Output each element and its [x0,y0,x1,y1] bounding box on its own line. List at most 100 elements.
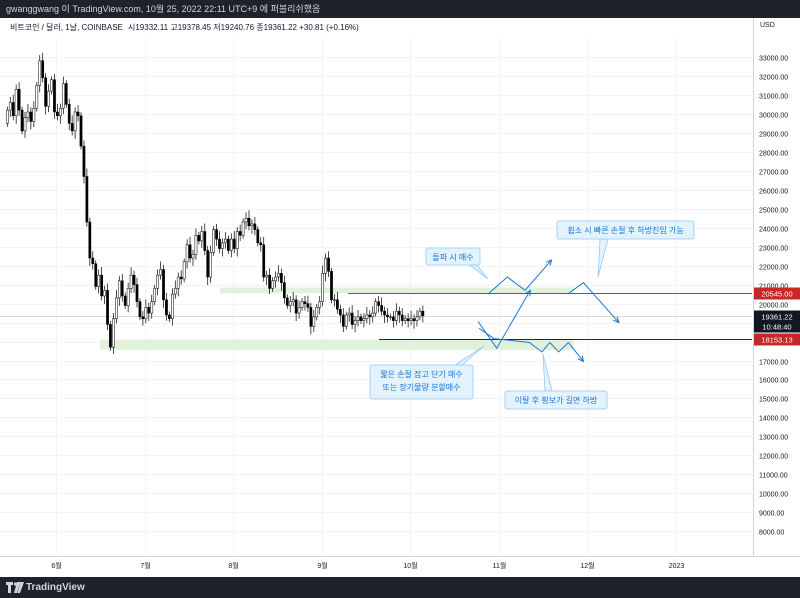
candle-body [241,221,245,236]
candle-body [221,242,224,249]
candle-body [294,299,298,314]
candle-body [397,310,401,316]
candle-body [253,223,257,230]
candle-body [344,314,348,327]
price-tick-label: 20000.00 [759,303,788,310]
candle-body [179,276,183,280]
price-tick-label: 24000.00 [759,227,788,234]
candle-body [197,235,201,242]
candle-body [97,274,101,287]
lower-zone [100,339,574,351]
candle-body [229,238,233,251]
candle-body [309,307,313,327]
candle-body [106,290,109,325]
support-price-tag-label: 18153.13 [761,336,792,345]
candle-body [282,282,286,299]
last-price-tag-bg [754,310,800,333]
currency-label: USD [760,22,775,29]
candle-body [17,88,21,111]
buy-breakout-callout-text: 돌파 시 매수 [432,253,473,262]
candle-body [288,301,292,306]
candle-body [421,310,425,316]
candle-body [400,314,404,321]
chart-area[interactable]: 돌파 시 매수 휩소 시 빠른 손절 후 하방진입 가능 짧은 손절 잡고 단기 매… [0,18,800,577]
time-tick-label: 2023 [669,563,685,570]
candle-body [144,307,148,320]
legend-ohlc: 시19332.11 고19378.45 저19240.76 종19361.22 … [128,23,359,32]
candle-body [203,231,207,251]
candle-body [291,299,295,302]
countdown-label: 10:48:40 [762,323,791,332]
candle-body [185,244,189,263]
candle-body [327,257,330,272]
price-tick-label: 10000.00 [759,492,788,499]
time-tick-label: 10월 [403,561,417,570]
candle-body [303,301,307,304]
candle-body [85,176,89,223]
price-tick-label: 13000.00 [759,435,788,442]
candle-body [53,79,56,113]
publish-attribution: gwanggwang 이 TradingView.com, 10월 25, 20… [6,4,321,14]
candle-body [389,316,392,318]
candle-body [32,107,36,122]
candle-body [11,102,15,117]
candle-body [280,272,283,283]
support-price-tag-bg [754,333,800,346]
candle-body [138,301,142,318]
candle-body [371,312,375,318]
time-tick-label: 6월 [51,561,61,570]
candle-body [120,280,124,297]
time-axis[interactable]: 6월 7월 8월 9월 10월 11월 12월 2023 [51,561,684,570]
candle-body [35,85,39,109]
price-tick-label: 28000.00 [759,151,788,158]
candle-body [147,307,151,314]
candle-body [386,314,389,318]
candle-body [123,295,127,306]
candle-body [380,305,383,312]
candle-body [209,252,213,278]
candle-body [333,299,336,301]
buy-breakout-callout: 돌파 시 매수 [425,247,489,280]
candle-body [150,301,154,314]
chart-background [0,18,800,577]
candle-body [362,318,366,321]
price-tick-label: 14000.00 [759,416,788,423]
candle-body [173,288,177,295]
chart-legend: 비트코인 / 달러, 1날, COINBASE 시19332.11 고19378… [10,22,359,32]
candle-body [188,244,192,259]
candle-body [409,318,413,321]
candle-body [330,271,333,301]
candle-body [29,111,33,122]
time-tick-label: 7월 [140,561,150,570]
candle-body [321,272,325,302]
price-tick-label: 26000.00 [759,189,788,196]
price-tick-label: 23000.00 [759,246,788,253]
candle-body [368,314,372,318]
breakdown-callout-text: 이탈 후 횡보가 길면 하방 [515,395,598,405]
candle-body [412,318,416,321]
candle-body [406,318,410,321]
candle-body [135,284,139,302]
candle-body [232,238,236,249]
candle-body [129,274,133,289]
candle-body [235,231,239,249]
publish-header: gwanggwang 이 TradingView.com, 10월 25, 20… [0,0,800,18]
candle-body [259,242,263,246]
candle-body [274,276,277,282]
candle-body [250,223,254,227]
candle-body [70,123,74,132]
candle-body [350,312,354,325]
candle-body [403,318,407,321]
candle-body [168,314,171,320]
candle-body [383,310,386,316]
candle-body [415,316,419,321]
candle-body [227,238,230,251]
candle-body [41,60,45,79]
candles [5,52,425,355]
candle-body [100,274,103,297]
candle-body [162,269,165,301]
breakout-arrow-head [545,259,553,266]
